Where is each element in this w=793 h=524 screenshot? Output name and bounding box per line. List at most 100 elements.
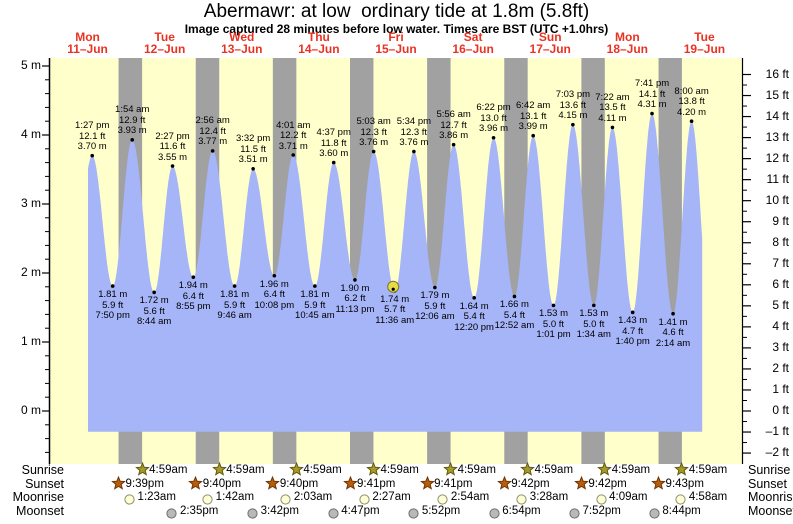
moonrise-icon [280,492,292,510]
sunset-icon [188,475,204,495]
tide-extreme-dot [371,149,376,154]
y-axis-right-label: 6 ft [772,276,789,291]
tide-extreme-dot [433,285,437,290]
moonrise-icon [516,492,527,510]
astro-event-time: 9:39pm [125,477,164,490]
tide-extreme-dot [152,290,156,295]
tide-extreme-dot [491,135,496,140]
day-date: 12–Jun [143,42,186,56]
sunrise-icon [211,461,227,481]
sunset-icon [342,475,358,495]
moonset-icon [649,506,660,524]
tide-extreme-dot [472,296,476,300]
astro-row-label-left: Sunset [25,476,64,491]
moonrise-icon [202,492,213,510]
y-axis-left-label: 3 m [20,196,41,210]
sunset-icon [265,475,281,495]
astro-row-label-right: Moonset [748,503,793,518]
tide-extreme-dot [353,278,357,282]
astro-event-time: 1:23am [137,491,176,503]
sunrise-icon [520,461,536,481]
astro-event-time: 9:40pm [279,477,319,490]
sunrise-icon [134,461,150,481]
tide-extreme-dot [191,275,196,279]
tide-extreme-dot [671,311,675,316]
astro-event-time: 4:58am [688,491,728,503]
astro-event-time: 9:43pm [665,477,704,490]
astro-event-time: 4:59am [688,464,728,476]
astro-event-time: 4:59am [226,464,265,476]
tide-extreme-dot [272,273,277,278]
astro-event-time: 7:52pm [582,504,621,517]
day-date: 19–Jun [683,42,726,56]
astro-row-label-right: Sunrise [748,463,791,477]
astro-event-time: 4:59am [380,464,419,476]
day-date: 18–Jun [606,42,648,56]
moonrise-icon [124,492,135,510]
tide-curve-fill [88,113,703,432]
astro-event-time: 4:59am [534,464,574,476]
tide-extreme-dot [412,149,416,154]
sunset-icon [496,475,512,495]
current-time-dot [391,287,395,291]
moonset-icon [247,506,258,524]
astro-row-label-right: Sunset [748,476,787,491]
y-axis-left-label: 4 m [20,127,41,141]
astro-event-time: 4:09am [609,491,648,503]
y-axis-right-label: 14 ft [765,108,789,123]
y-axis-right-label: 9 ft [772,213,789,228]
y-axis-right-label: –2 ft [765,445,789,460]
chart-subtitle: Image captured 28 minutes before low wat… [184,22,609,36]
y-axis-left-label: 1 m [20,334,41,348]
day-date: 15–Jun [375,42,417,56]
astro-event-time: 1:42am [215,491,255,503]
sunset-icon [111,475,126,495]
y-axis-left-label: 0 m [20,403,41,417]
sunrise-icon [366,461,381,481]
y-axis-right-label: 16 ft [765,66,789,81]
astro-event-time: 4:59am [611,464,651,476]
y-axis-left-label: 2 m [20,265,41,279]
moonset-icon [328,506,339,524]
chart-title: Abermawr: at low ordinary tide at 1.8m (… [203,1,590,22]
sunset-icon [419,475,435,495]
tide-extreme-dot [130,138,135,142]
tide-extreme-dot [610,125,615,130]
astro-event-time: 4:59am [303,464,342,476]
y-axis-right-label: 5 ft [772,297,789,312]
y-axis-right-label: 7 ft [772,255,789,270]
tide-extreme-dot [689,119,694,123]
moonset-icon [166,506,178,524]
astro-row-label-right: Moonrise [748,490,793,504]
tide-extreme-dot [313,284,317,288]
chart-area [42,58,751,464]
tide-extreme-dot [331,160,336,165]
astro-event-time: 8:44pm [662,504,701,517]
sunrise-icon [288,461,304,481]
moonrise-icon [675,492,686,510]
sunset-icon [651,475,666,495]
tide-plot-svg [42,58,751,464]
moonset-icon [569,506,580,524]
tide-extreme-dot [170,164,175,168]
astro-event-time: 9:40pm [202,477,242,490]
astro-event-time: 9:42pm [588,477,627,490]
sunrise-icon [597,461,613,481]
sunrise-icon [674,461,690,481]
current-time-marker [387,280,400,293]
tide-extreme-dot [592,303,596,308]
y-axis-left-label: 5 m [20,58,41,72]
tide-extreme-dot [571,122,575,127]
tide-extreme-dot [210,149,215,153]
sunrise-icon [443,461,458,481]
astro-event-time: 2:35pm [179,504,219,517]
astro-event-time: 2:27am [372,491,411,503]
day-date: 16–Jun [452,42,494,56]
astro-event-time: 2:54am [450,491,490,503]
moonrise-icon [359,492,370,510]
tide-extreme-dot [110,284,115,288]
day-date: 14–Jun [298,42,340,56]
astro-event-time: 2:03am [293,491,333,503]
y-axis-right-label: 8 ft [772,234,789,249]
